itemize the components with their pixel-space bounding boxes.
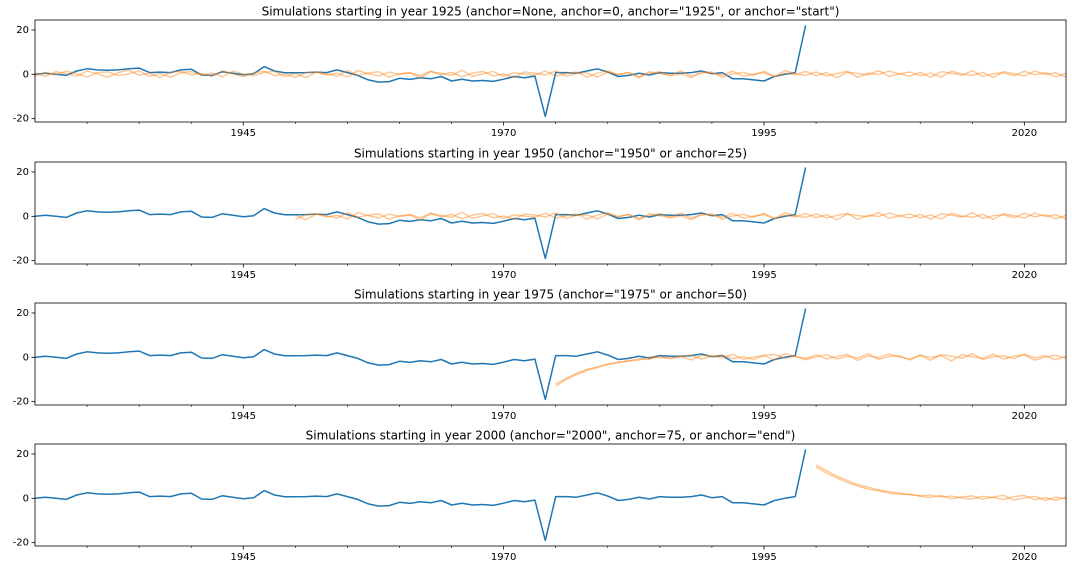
chart-title: Simulations starting in year 1975 (ancho… [354,288,747,302]
simulation-line [295,211,1066,221]
simulation-line [555,352,1066,387]
x-tick-label: 1970 [491,128,516,139]
x-tick-label: 1970 [491,270,516,281]
simulation-line [815,466,1066,502]
x-tick-label: 2020 [1012,128,1037,139]
simulation-line [815,464,1066,501]
plot-frame [34,443,1067,547]
y-tick-label: -20 [13,397,29,408]
x-tick-label: 1945 [231,128,256,139]
y-tick-label: -20 [13,114,29,125]
x-tick-label: 1945 [231,270,256,281]
x-tick-label: 1945 [231,411,256,422]
x-tick-label: 1970 [491,411,516,422]
y-tick-label: 0 [23,211,29,222]
y-tick-label: 20 [16,25,29,36]
chart-title: Simulations starting in year 1950 (ancho… [354,147,747,161]
y-tick-label: 20 [16,449,29,460]
x-tick-label: 1995 [751,552,776,563]
x-tick-label: 1995 [751,128,776,139]
y-tick-label: -20 [13,256,29,267]
x-tick-label: 1995 [751,270,776,281]
simulation-line [35,69,1066,79]
y-tick-label: -20 [13,538,29,549]
y-tick-label: 0 [23,493,29,504]
plot-frame [34,161,1067,265]
x-tick-label: 1995 [751,411,776,422]
simulation-line [295,211,1066,221]
simulation-line [35,69,1066,79]
y-tick-label: 0 [23,69,29,80]
y-tick-label: 0 [23,352,29,363]
data-line [35,25,807,118]
chart-title: Simulations starting in year 2000 (ancho… [306,429,796,443]
chart-title: Simulations starting in year 1925 (ancho… [262,5,840,19]
y-tick-label: 20 [16,167,29,178]
x-tick-label: 2020 [1012,270,1037,281]
y-tick-label: 20 [16,308,29,319]
plot-frame [34,19,1067,123]
data-line [35,308,807,401]
x-tick-label: 1970 [491,552,516,563]
x-tick-label: 2020 [1012,552,1037,563]
data-line [35,449,807,542]
plot-frame [34,302,1067,406]
simulation-line [555,353,1066,385]
data-line [35,167,807,260]
x-tick-label: 1945 [231,552,256,563]
x-tick-label: 2020 [1012,411,1037,422]
